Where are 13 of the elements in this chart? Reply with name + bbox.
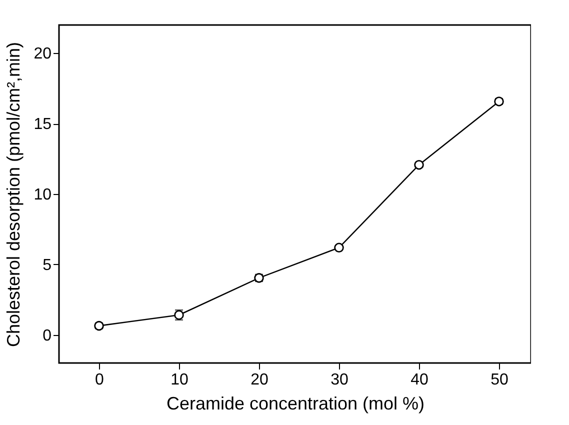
- x-tick-label: 20: [250, 372, 268, 388]
- x-tick-label: 50: [490, 372, 508, 388]
- x-axis-title: Ceramide concentration (mol %): [166, 394, 425, 414]
- x-tick-label: 40: [410, 372, 428, 388]
- y-tick-label: 15: [34, 116, 52, 134]
- y-tick-label: 5: [42, 256, 52, 274]
- y-tick-label: 0: [42, 327, 52, 344]
- x-tick-label: 30: [330, 372, 348, 388]
- y-tick-label: 10: [34, 186, 52, 204]
- y-axis-title: Cholesterol desorption (pmol/cm²,min): [4, 42, 24, 348]
- x-tick-label: 10: [170, 372, 188, 388]
- y-tick-label: 20: [34, 46, 52, 63]
- x-tick-label: 0: [95, 372, 104, 388]
